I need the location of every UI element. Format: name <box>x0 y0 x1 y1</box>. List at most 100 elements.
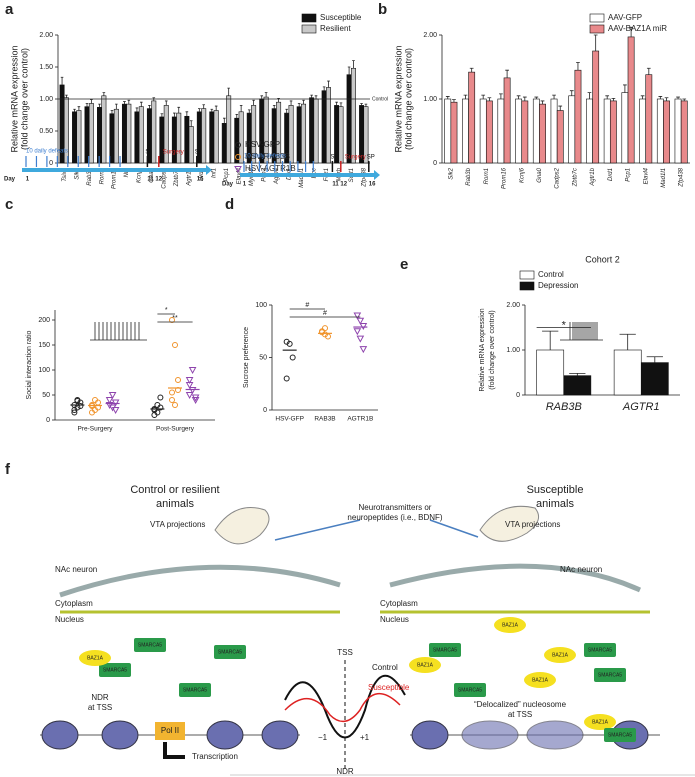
error-bar <box>646 356 663 363</box>
y-tick-label: 50 <box>259 354 267 361</box>
bar <box>663 100 670 164</box>
error-bar <box>135 107 139 112</box>
x-tick-label: HSV-GFP <box>275 416 304 423</box>
cytoplasm-label: Cytoplasm <box>380 599 418 608</box>
error-bar <box>452 99 456 103</box>
point <box>289 354 296 361</box>
x-tick-label: Post-Surgery <box>156 426 195 433</box>
protein <box>429 643 461 657</box>
protein-label: BAZ1A <box>532 677 549 683</box>
bar <box>586 98 593 164</box>
y-tick-label: 2.00 <box>506 302 520 309</box>
point <box>234 166 242 174</box>
panel-letter: a <box>5 1 14 18</box>
position-label: −1 <box>318 733 328 742</box>
point <box>172 402 178 408</box>
error-bar <box>177 106 181 114</box>
bar <box>213 110 219 164</box>
reference-label: Control <box>372 96 388 102</box>
left-title: animals <box>156 498 194 510</box>
x-tick-label: Gna0 <box>149 167 155 182</box>
bar <box>592 50 600 164</box>
error-bar <box>576 62 580 71</box>
point <box>92 397 98 403</box>
x-tick-label: Pcp1 <box>224 168 230 182</box>
x-tick-label: Agtr1b <box>187 167 193 186</box>
error-bar <box>347 66 351 75</box>
x-tick-label: Agtr1b <box>590 167 596 186</box>
protein <box>214 645 246 659</box>
curve-control <box>284 674 406 739</box>
x-tick-label: Zbtb7c <box>174 168 180 187</box>
x-tick-label: Pcp1 <box>626 168 632 182</box>
error-bar <box>534 96 539 99</box>
point <box>191 397 200 405</box>
protein-label: SMARCA5 <box>608 732 632 738</box>
y-axis-label: (fold change over control) <box>489 310 496 389</box>
protein-label: SMARCA5 <box>588 647 612 653</box>
timeline-label: 10 daily defeats <box>26 149 68 155</box>
protein <box>409 657 441 673</box>
left-title: Control or resilient <box>130 484 219 496</box>
y-tick-label: 200 <box>38 317 50 324</box>
point <box>188 367 197 375</box>
protein <box>99 663 131 677</box>
y-axis-label: Sucrose preference <box>243 327 250 388</box>
curve-susceptible <box>284 693 401 723</box>
point <box>185 377 194 385</box>
x-tick-label: Rab3b <box>466 167 472 185</box>
membrane <box>59 564 341 598</box>
nucleus-label: Nucleus <box>55 615 84 624</box>
error-bar <box>522 96 527 101</box>
bar <box>515 98 523 164</box>
x-tick-label: Prom16 <box>112 167 118 189</box>
error-bar <box>558 105 563 111</box>
point <box>283 375 290 382</box>
error-bar <box>542 330 559 350</box>
error-bar <box>285 108 289 114</box>
protein <box>454 683 486 697</box>
bar <box>84 106 90 164</box>
point <box>359 323 368 331</box>
point <box>151 412 158 418</box>
bar <box>613 349 642 396</box>
error-bar <box>569 90 574 96</box>
error-bar <box>289 100 293 106</box>
x-tick-label: Rorn1 <box>99 168 105 184</box>
y-tick-label: 0 <box>49 160 53 167</box>
protein-label: SMARCA5 <box>218 649 242 655</box>
annotation: * <box>165 307 168 314</box>
legend-label: Susceptible <box>320 13 362 22</box>
error-bar <box>214 105 218 111</box>
y-tick-label: 150 <box>38 342 50 349</box>
y-tick-label: 0 <box>263 407 267 414</box>
ndr-label: NDR <box>336 767 354 776</box>
point <box>286 340 293 347</box>
x-tick-label: Tsix3 <box>62 167 68 181</box>
bar <box>539 103 546 164</box>
protein <box>604 728 636 742</box>
error-bar <box>90 99 93 104</box>
legend-swatch <box>301 13 317 23</box>
legend-label: Depression <box>538 281 578 290</box>
x-tick-label: AGTR1 <box>622 401 660 413</box>
bar <box>536 349 565 396</box>
cytoplasm-label: Cytoplasm <box>55 599 93 608</box>
timeline-head <box>374 170 380 180</box>
position-label: +1 <box>360 733 370 742</box>
bar <box>321 90 327 164</box>
point <box>185 392 194 400</box>
pol2-box <box>155 722 185 740</box>
ndr-label: at TSS <box>88 703 112 712</box>
arrow <box>163 742 185 759</box>
error-bar <box>623 84 627 93</box>
error-bar <box>110 110 114 114</box>
protein-label: BAZ1A <box>552 652 569 658</box>
bar <box>134 111 140 164</box>
error-bar <box>360 103 363 106</box>
error-bar <box>202 104 206 109</box>
membrane <box>389 563 642 593</box>
point <box>71 407 78 413</box>
error-bar <box>327 80 330 88</box>
bar <box>126 103 132 164</box>
